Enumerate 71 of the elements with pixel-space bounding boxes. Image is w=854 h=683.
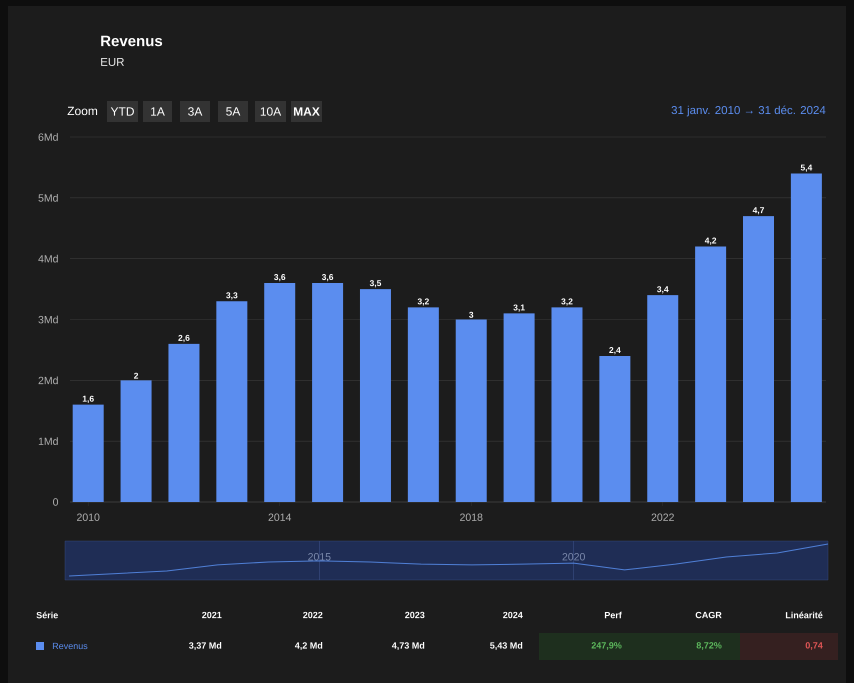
bar [695,246,726,502]
text: 4,73 Md [392,642,424,650]
x-tick-label: 2020 [562,553,585,560]
data-label: 2 [134,372,138,379]
text: 8,72% [696,642,722,650]
text: 10A [260,107,282,116]
data-label: 3,3 [226,292,238,300]
bar [264,282,296,502]
data-label: 4,7 [752,207,764,214]
bar [312,282,344,502]
text: Perf [604,612,622,618]
bar [72,404,104,502]
text: Série [36,612,58,618]
text: CAGR [696,612,722,618]
data-label: 3,6 [322,274,334,282]
bar [743,216,774,502]
y-tick-label: 2Md [38,376,58,384]
bar [790,173,822,502]
text: 2023 [405,612,424,618]
y-tick-label: 5Md [38,194,58,202]
bar [599,356,630,502]
text: 3,37 Md [188,642,222,650]
data-label: 2,4 [609,347,621,354]
chart-title: Revenus [101,36,162,46]
data-label: 2,6 [178,334,190,342]
bar [647,295,678,502]
bar [408,307,439,502]
data-label: 3,6 [274,274,286,282]
data-label: 1,6 [82,396,94,403]
data-label: 3,4 [657,286,669,294]
data-label: 3,1 [513,304,525,312]
bar [360,289,391,502]
bar [551,307,582,502]
y-tick-label: 6Md [38,133,58,141]
y-tick-label: 0 [53,498,58,506]
y-tick-label: 1Md [38,437,58,446]
bar [456,319,487,502]
text: 3A [188,107,202,116]
x-tick-label: 2010 [77,514,100,521]
bar [120,380,152,502]
data-label: 3,2 [561,298,573,306]
data-label: 4,2 [704,238,716,245]
text: MAX [294,107,320,116]
text: Linéarité [786,612,823,618]
x-tick-label: 2015 [308,553,331,560]
text: 31 janv. 2010 → 31 déc. 2024 [672,106,826,116]
text: 2022 [303,612,322,618]
data-label: 3 [469,312,474,318]
text: 0,74 [806,642,823,650]
text: 5A [226,107,240,116]
text: 247,9% [592,642,622,650]
bar [216,301,248,502]
text: YTD [110,107,134,116]
y-tick-label: 3Md [38,316,58,324]
y-tick-label: 4Md [38,254,58,263]
data-label: 5,4 [800,164,812,172]
text: 2024 [503,612,523,618]
chart-subtitle: EUR [101,58,124,66]
text: 1A [151,107,165,116]
text: 5,43 Md [490,642,522,650]
data-label: 3,2 [418,298,429,306]
x-tick-label: 2018 [460,514,482,521]
bar [504,313,535,502]
text: Revenus [52,642,88,650]
x-tick-label: 2022 [652,514,674,521]
data-label: 3,5 [370,280,382,288]
bar [168,344,200,502]
text: 2021 [202,612,222,618]
text: Zoom [68,106,98,116]
text: 4,2 Md [294,642,322,650]
x-tick-label: 2014 [268,514,292,521]
